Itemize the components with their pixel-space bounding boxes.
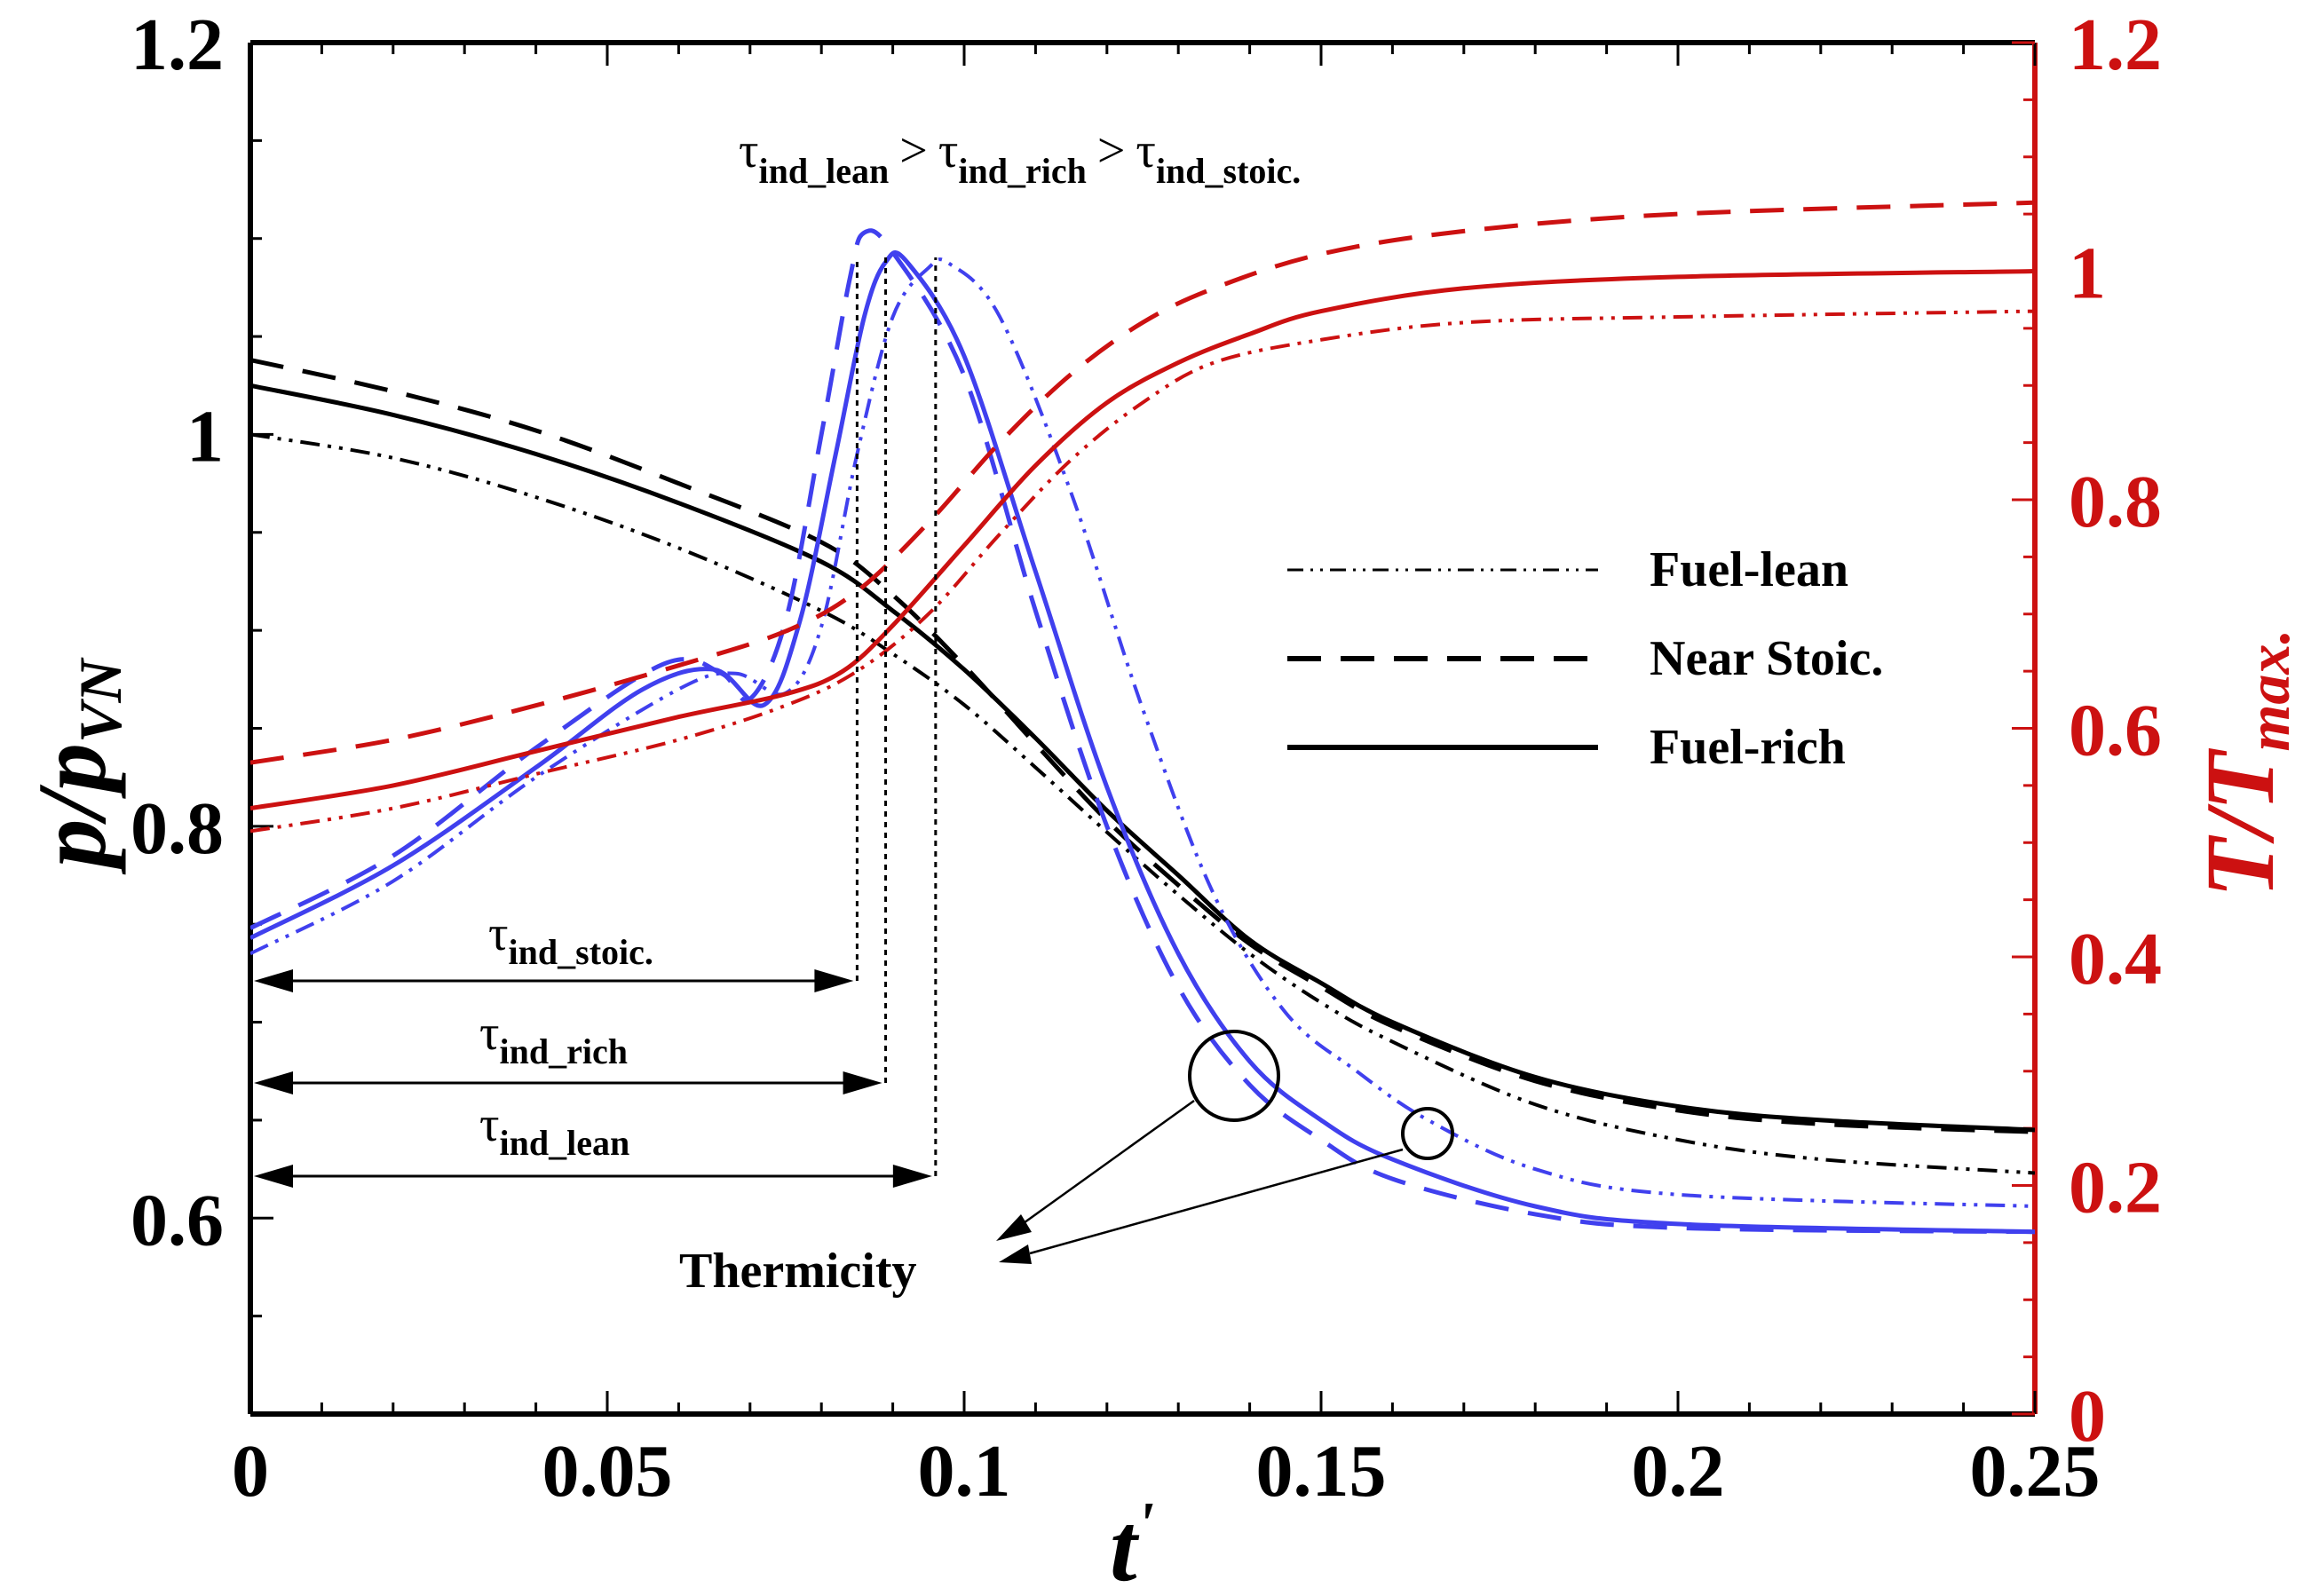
y-right-tick-label: 0.2 — [2069, 1147, 2162, 1229]
legend: Fuel-lean Near Stoic. Fuel-rich — [1287, 542, 1883, 775]
legend-label-rich: Fuel-rich — [1650, 720, 1846, 775]
induction-arrowhead-left-lean — [254, 1165, 293, 1188]
thermicity-circle-large — [1188, 1030, 1280, 1122]
legend-label-lean: Fuel-lean — [1650, 542, 1848, 597]
series-line-1 — [250, 358, 2035, 1134]
thermicity-arrow-2 — [1029, 1148, 1404, 1255]
induction-arrowhead-right-rich — [843, 1071, 882, 1094]
tau-lean-sub: ind_lean — [759, 151, 890, 191]
y-left-tick-label: 1.2 — [131, 4, 224, 86]
tau-lean-label: τind_lean — [479, 1097, 629, 1163]
thermicity-circle-small — [1401, 1107, 1454, 1160]
tau-stoic-label: τind_stoic. — [488, 906, 653, 972]
series-line-7 — [250, 200, 2035, 765]
x-tick-label: 0.25 — [1970, 1430, 2101, 1513]
tau-symbol-2: τ — [938, 123, 959, 178]
thermicity-arrowhead-1 — [996, 1214, 1032, 1241]
y-left-tick-label: 0.6 — [131, 1179, 224, 1261]
x-tick-label: 0.15 — [1256, 1430, 1387, 1513]
x-tick-label: 0.1 — [918, 1430, 1011, 1513]
legend-label-stoic: Near Stoic. — [1650, 631, 1883, 686]
x-tick-label: 0.05 — [542, 1430, 673, 1513]
y-right-tick-label: 1.2 — [2069, 4, 2162, 86]
y-right-axis-title: T/Tmax. — [2186, 629, 2302, 898]
tau-rich-sub: ind_rich — [958, 151, 1086, 191]
thermicity-arrowhead-2 — [999, 1244, 1032, 1264]
gt-symbol-2: > — [1097, 123, 1126, 178]
thermicity-label: Thermicity — [679, 1244, 916, 1299]
induction-markers — [254, 257, 938, 1188]
x-tick-label: 0 — [232, 1430, 269, 1513]
x-axis-title: t' — [1110, 1490, 1154, 1596]
thermicity-arrow-1 — [1020, 1099, 1195, 1227]
series-line-4 — [250, 228, 2035, 1235]
y-right-tick-label: 0.6 — [2069, 690, 2162, 772]
induction-arrowhead-right-lean — [892, 1165, 932, 1188]
series-line-5 — [250, 257, 2035, 1208]
series-line-3 — [250, 250, 2035, 1235]
y-left-tick-label: 0.8 — [131, 787, 224, 870]
induction-arrowhead-left-rich — [254, 1071, 293, 1094]
tau-stoic-sub: ind_stoic. — [1156, 151, 1301, 191]
y-right-tick-label: 1 — [2069, 233, 2106, 315]
tau-rich-label: τind_rich — [479, 1006, 628, 1071]
y-right-tick-label: 0 — [2069, 1375, 2106, 1458]
series-line-0 — [250, 383, 2035, 1133]
y-left-axis-title: p/pVN — [18, 657, 134, 875]
y-right-tick-label: 0.8 — [2069, 461, 2162, 543]
induction-order-annotation: τind_lean > τind_rich > τind_stoic. — [739, 123, 1301, 191]
x-tick-label: 0.2 — [1632, 1430, 1725, 1513]
tau-symbol: τ — [739, 123, 759, 178]
induction-arrowhead-right-stoic — [814, 969, 854, 992]
series-line-6 — [250, 269, 2035, 811]
y-right-tick-label: 0.4 — [2069, 918, 2162, 1000]
svg-text:p/pVN: p/pVN — [18, 657, 134, 875]
svg-text:T/Tmax.: T/Tmax. — [2186, 629, 2302, 898]
gt-symbol-1: > — [899, 123, 928, 178]
tau-symbol-3: τ — [1136, 123, 1156, 178]
series-line-8 — [250, 309, 2035, 834]
induction-arrowhead-left-stoic — [254, 969, 293, 992]
y-left-tick-label: 1 — [186, 395, 224, 478]
series-line-2 — [250, 432, 2035, 1175]
